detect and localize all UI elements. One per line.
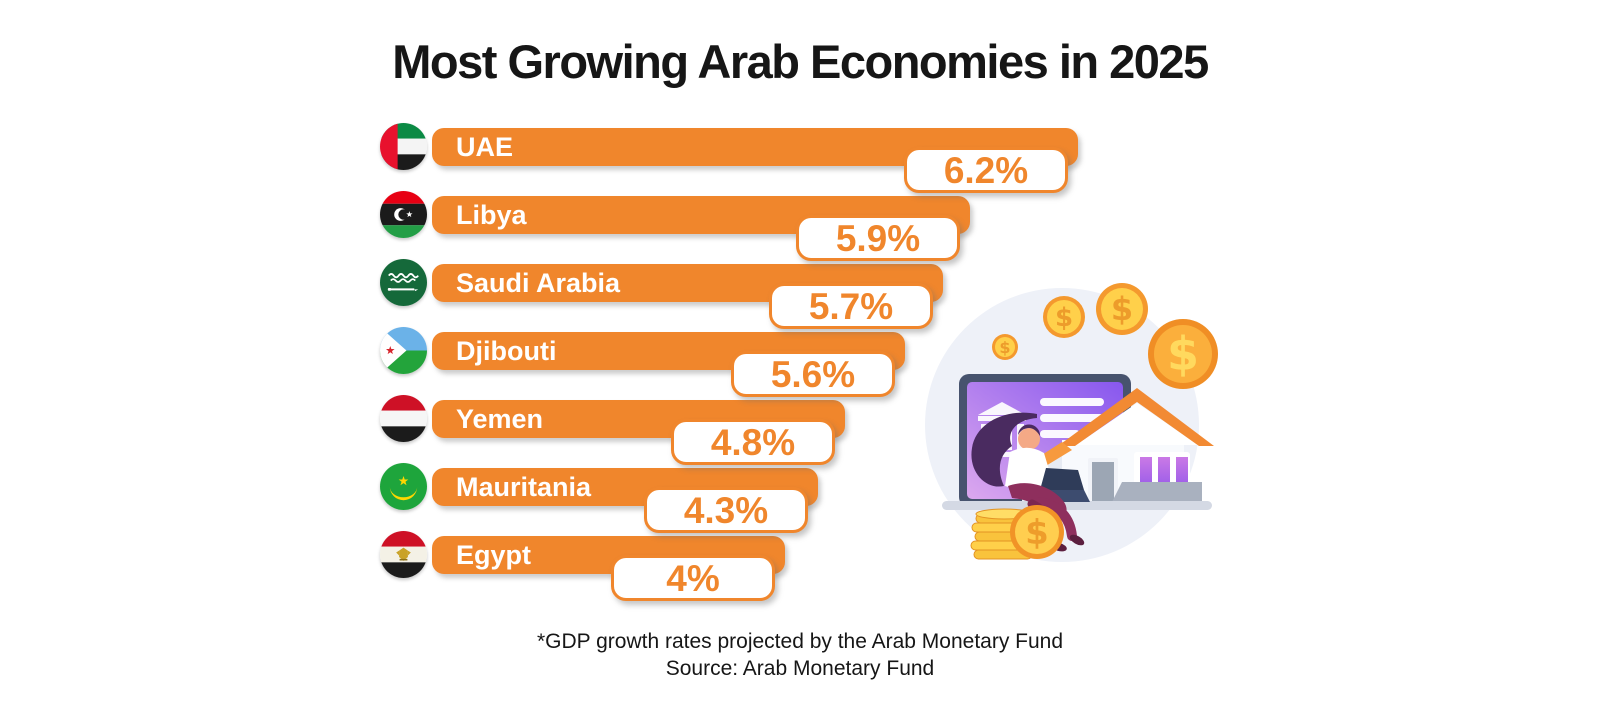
finance-growth-illustration: $ $ $ $ bbox=[925, 283, 1218, 562]
bar-chart: UAE 6.2% Libya 5.9% bbox=[380, 123, 1078, 604]
value-badge: 4.3% bbox=[644, 487, 808, 533]
djibouti-flag-icon bbox=[380, 327, 427, 374]
bar-row-mauritania: Mauritania 4.3% bbox=[380, 463, 1078, 533]
bar-row-yemen: Yemen 4.8% bbox=[380, 395, 1078, 465]
egypt-flag-icon bbox=[380, 531, 427, 578]
value-label: 4.8% bbox=[710, 421, 796, 463]
dollar-coin-icon: $ bbox=[992, 334, 1018, 360]
bar-label: UAE bbox=[456, 131, 514, 162]
bar-label: Libya bbox=[456, 199, 527, 230]
value-badge: 5.6% bbox=[731, 351, 895, 397]
dollar-coin-icon: $ bbox=[1043, 296, 1085, 338]
bar-label: Yemen bbox=[456, 403, 544, 434]
value-label: 4.3% bbox=[683, 489, 769, 531]
value-label: 5.9% bbox=[835, 217, 921, 259]
value-badge: 4% bbox=[611, 555, 775, 601]
libya-flag-icon bbox=[380, 191, 427, 238]
saudi-arabia-flag-icon bbox=[380, 259, 427, 306]
dollar-coin-icon: $ bbox=[1148, 319, 1218, 389]
uae-flag-icon bbox=[380, 123, 427, 170]
value-badge: 5.9% bbox=[796, 215, 960, 261]
dollar-coin-icon: $ bbox=[1010, 505, 1064, 559]
footnote: *GDP growth rates projected by the Arab … bbox=[536, 630, 1064, 653]
svg-text:$: $ bbox=[999, 338, 1010, 357]
footer: *GDP growth rates projected by the Arab … bbox=[0, 628, 1600, 682]
value-label: 6.2% bbox=[943, 149, 1029, 191]
dollar-coin-icon: $ bbox=[1096, 283, 1148, 335]
bar-row-libya: Libya 5.9% bbox=[380, 191, 1078, 261]
value-badge: 5.7% bbox=[769, 283, 933, 329]
bar-mauritania: Mauritania 4.3% bbox=[432, 468, 818, 533]
bar-row-djibouti: Djibouti 5.6% bbox=[380, 327, 1078, 397]
yemen-flag-icon bbox=[380, 395, 427, 442]
value-label: 5.6% bbox=[770, 353, 856, 395]
value-badge: 4.8% bbox=[671, 419, 835, 465]
svg-text:$: $ bbox=[1111, 290, 1133, 328]
bar-libya: Libya 5.9% bbox=[432, 196, 970, 261]
bar-saudi-arabia: Saudi Arabia 5.7% bbox=[432, 264, 943, 329]
svg-text:$: $ bbox=[1025, 513, 1049, 553]
source-note: Source: Arab Monetary Fund bbox=[665, 657, 935, 680]
bar-label: Mauritania bbox=[456, 471, 592, 502]
bar-uae: UAE 6.2% bbox=[432, 128, 1078, 193]
mauritania-flag-icon bbox=[380, 463, 427, 510]
bar-row-egypt: Egypt 4% bbox=[380, 531, 1078, 601]
page-title: Most Growing Arab Economies in 2025 bbox=[392, 35, 1209, 88]
svg-text:$: $ bbox=[1167, 327, 1199, 381]
bar-row-uae: UAE 6.2% bbox=[380, 123, 1078, 193]
value-badge: 6.2% bbox=[904, 147, 1068, 193]
bar-yemen: Yemen 4.8% bbox=[432, 400, 845, 465]
bar-label: Egypt bbox=[456, 539, 532, 570]
value-label: 5.7% bbox=[808, 285, 894, 327]
ground-strip bbox=[942, 501, 1212, 510]
bar-djibouti: Djibouti 5.6% bbox=[432, 332, 905, 397]
bar-egypt: Egypt 4% bbox=[432, 536, 785, 601]
bar-row-saudi-arabia: Saudi Arabia 5.7% bbox=[380, 259, 1078, 329]
bar-label: Saudi Arabia bbox=[456, 267, 621, 298]
value-label: 4% bbox=[666, 557, 720, 599]
bar-label: Djibouti bbox=[456, 335, 557, 366]
svg-text:$: $ bbox=[1055, 303, 1073, 333]
